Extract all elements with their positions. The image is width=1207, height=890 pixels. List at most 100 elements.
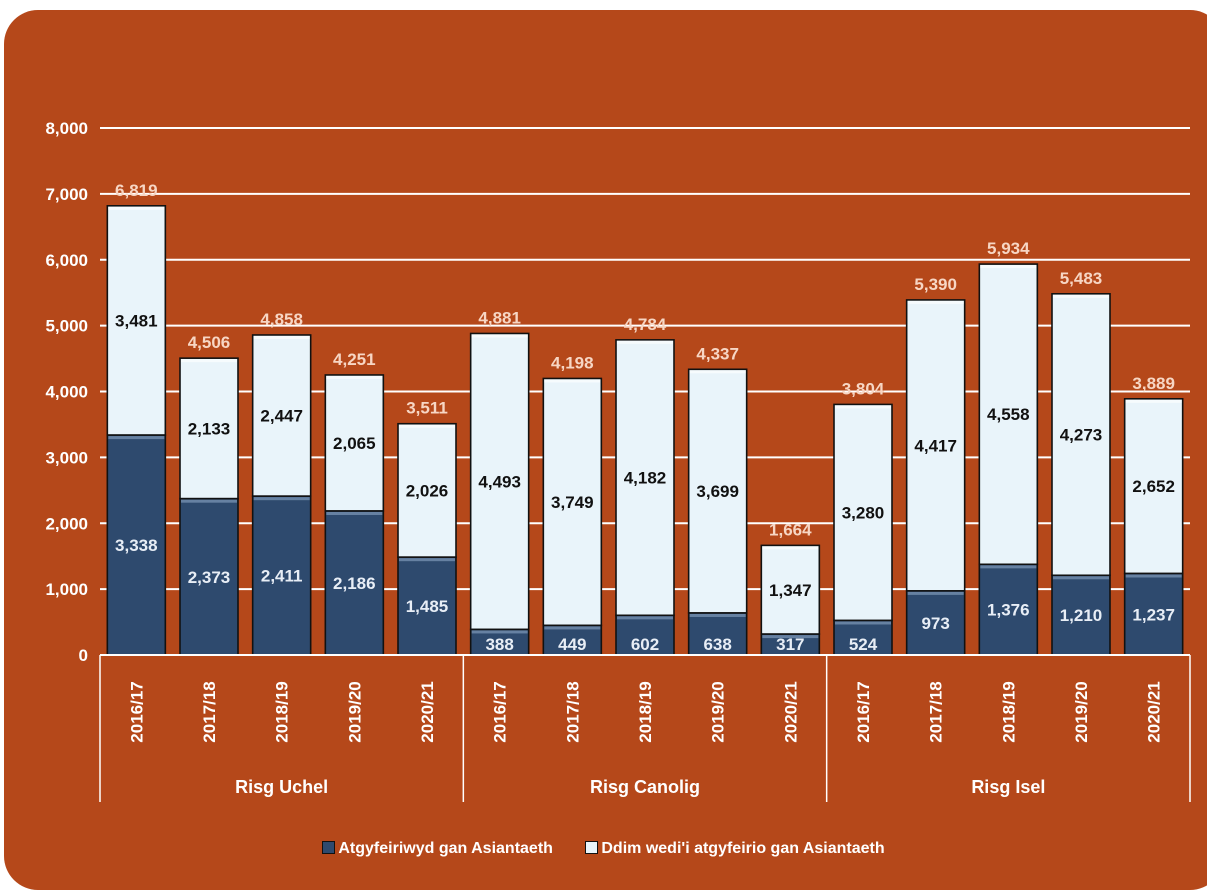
x-group-label: Risg Uchel [235,777,328,797]
data-label-not-referred: 4,417 [914,436,957,455]
bar-highlight [689,370,746,374]
bar-segment-not-referred [324,374,385,512]
bar-highlight [617,616,673,620]
data-label-total: 4,784 [624,315,667,334]
x-group-label: Risg Canolig [590,777,700,797]
bar-highlight [326,511,383,515]
data-label-not-referred: 4,493 [478,472,521,491]
y-tick-label: 3,000 [45,448,88,467]
bar-highlight [399,558,455,562]
bar-segment-referred [251,495,312,656]
bar-highlight [108,206,165,210]
data-label-not-referred: 4,182 [624,469,667,488]
bar-highlight [980,565,1037,569]
bar-highlight [762,635,819,639]
bar-highlight [108,436,165,440]
x-category-label: 2016/17 [491,681,510,742]
bar-highlight [762,546,819,550]
bars [106,204,1184,656]
bar-segment-not-referred [397,422,457,558]
bar-highlight [617,340,673,344]
bar-highlight [181,499,237,503]
x-category-label: 2016/17 [127,681,146,742]
x-category-label: 2017/18 [200,681,219,742]
legend-label: Atgyfeiriwyd gan Asiantaeth [338,840,553,857]
data-label-referred: 2,411 [261,567,303,586]
x-group-label: Risg Isel [971,777,1045,797]
data-label-referred: 638 [703,635,731,654]
bar-segment-referred [469,628,530,656]
x-category-label: 2019/20 [345,681,364,742]
bar-highlight [1053,294,1109,298]
data-label-referred: 3,338 [115,536,158,555]
data-label-referred: 388 [485,635,513,654]
bar-highlight [399,424,455,428]
data-label-total: 5,483 [1060,269,1103,288]
data-label-not-referred: 4,558 [987,405,1030,424]
x-category-label: 2020/21 [418,681,437,742]
data-label-not-referred: 3,481 [115,311,158,330]
data-label-total: 6,819 [115,181,158,200]
x-category-label: 2016/17 [854,681,873,742]
y-axis: 0 1,000 2,000 3,000 4,000 5,000 6,000 7,000 8,00… [45,119,88,665]
x-axis: 2016/17 2017/18 2018/19 2019/20 2020/21 Risg … [99,654,1191,802]
data-label-referred: 973 [921,614,949,633]
data-label-total: 4,251 [333,350,376,369]
data-label-total: 4,198 [551,353,594,372]
bar-highlight [689,613,746,617]
data-label-total: 4,506 [188,333,231,352]
bar-segment-referred [179,497,239,656]
data-label-not-referred: 2,065 [333,434,376,453]
bar-highlight [471,630,528,634]
data-label-not-referred: 2,026 [406,481,449,500]
data-label-not-referred: 2,447 [260,407,303,426]
y-tick-label: 0 [79,646,88,665]
data-label-total: 3,889 [1132,374,1175,393]
y-tick-label: 1,000 [45,580,88,599]
x-category-label: 2018/19 [636,681,655,742]
data-label-not-referred: 3,280 [842,503,885,522]
legend-label: Ddim wedi'i atgyfeirio gan Asiantaeth [601,840,885,857]
bar-highlight [907,591,964,595]
x-category-label: 2018/19 [999,681,1018,742]
data-label-referred: 1,376 [987,601,1030,620]
x-category-label: 2017/18 [927,681,946,742]
square-swatch-dark-blue-icon [322,841,336,854]
bar-segment-referred [833,619,893,656]
bar-segment-referred [615,614,675,656]
x-category-label: 2017/18 [563,681,582,742]
x-category-label: 2019/20 [709,681,728,742]
bar-segment-referred [106,434,167,656]
data-label-not-referred: 1,347 [769,581,812,600]
data-label-referred: 2,186 [333,574,376,593]
data-label-not-referred: 2,652 [1132,477,1175,496]
bar-segment-not-referred [833,403,893,622]
x-category-label: 2020/21 [781,681,800,742]
bar-highlight [1125,574,1182,578]
bar-segment-not-referred [687,368,748,614]
y-tick-label: 8,000 [45,119,88,138]
data-label-referred: 449 [558,635,586,654]
data-label-total: 3,804 [842,379,885,398]
bar-highlight [326,375,383,379]
bar-highlight [181,359,237,363]
data-label-referred: 1,485 [406,597,449,616]
x-category-label: 2020/21 [1145,681,1164,742]
bar-segment-referred [324,510,385,656]
bar-segment-referred [1051,574,1111,656]
bar-highlight [253,335,310,339]
bar-segment-not-referred [251,334,312,497]
data-label-referred: 317 [776,635,804,654]
y-tick-label: 2,000 [45,514,88,533]
square-swatch-light-blue-icon [585,841,599,854]
data-label-total: 1,664 [769,520,812,539]
data-label-referred: 1,210 [1060,606,1103,625]
bar-highlight [980,265,1037,269]
data-label-total: 5,934 [987,239,1030,258]
bar-segment-not-referred [542,377,603,627]
bar-segment-not-referred [760,544,821,635]
data-label-total: 3,511 [406,399,448,418]
data-label-referred: 1,237 [1132,605,1175,624]
x-category-label: 2019/20 [1072,681,1091,742]
